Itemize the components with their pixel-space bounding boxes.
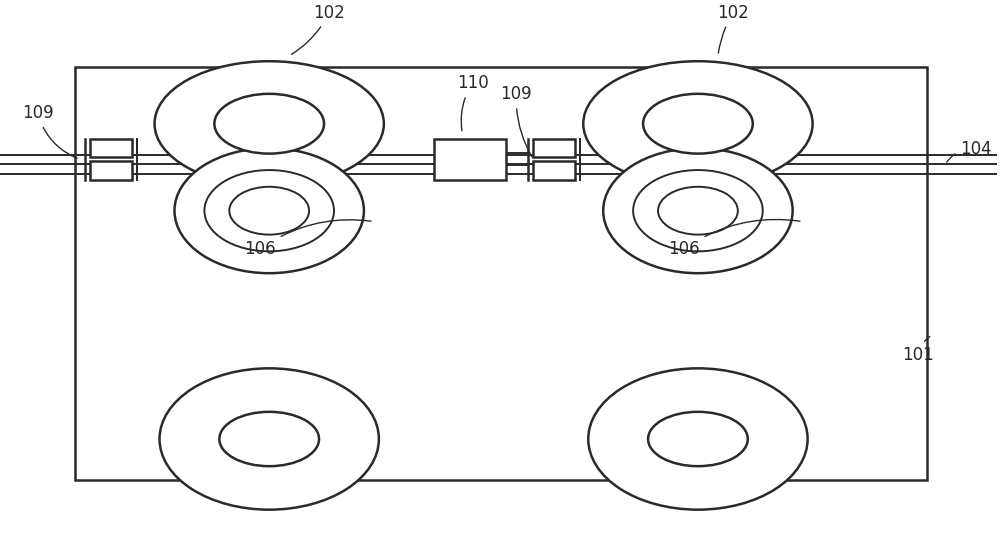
Circle shape (155, 61, 384, 186)
Bar (533, 139, 575, 158)
Text: 104: 104 (947, 140, 992, 162)
Circle shape (219, 412, 319, 466)
Circle shape (214, 94, 324, 154)
Text: 106: 106 (668, 220, 800, 258)
Bar (90, 161, 132, 180)
Text: 110: 110 (457, 74, 488, 131)
Text: 102: 102 (292, 4, 345, 54)
Bar (75, 66, 927, 480)
Ellipse shape (603, 148, 793, 273)
Ellipse shape (160, 368, 379, 510)
Ellipse shape (658, 187, 738, 234)
Text: 109: 109 (501, 85, 532, 157)
Bar (90, 139, 132, 158)
Circle shape (643, 94, 753, 154)
Ellipse shape (588, 368, 808, 510)
Bar (533, 161, 575, 180)
Circle shape (648, 412, 748, 466)
Ellipse shape (204, 170, 334, 251)
Ellipse shape (633, 170, 763, 251)
Text: 101: 101 (902, 337, 934, 364)
Text: 106: 106 (244, 220, 371, 258)
Ellipse shape (229, 187, 309, 234)
Text: 109: 109 (22, 104, 77, 158)
Ellipse shape (174, 148, 364, 273)
Text: 102: 102 (717, 4, 749, 53)
Circle shape (583, 61, 813, 186)
Bar (434, 139, 506, 180)
